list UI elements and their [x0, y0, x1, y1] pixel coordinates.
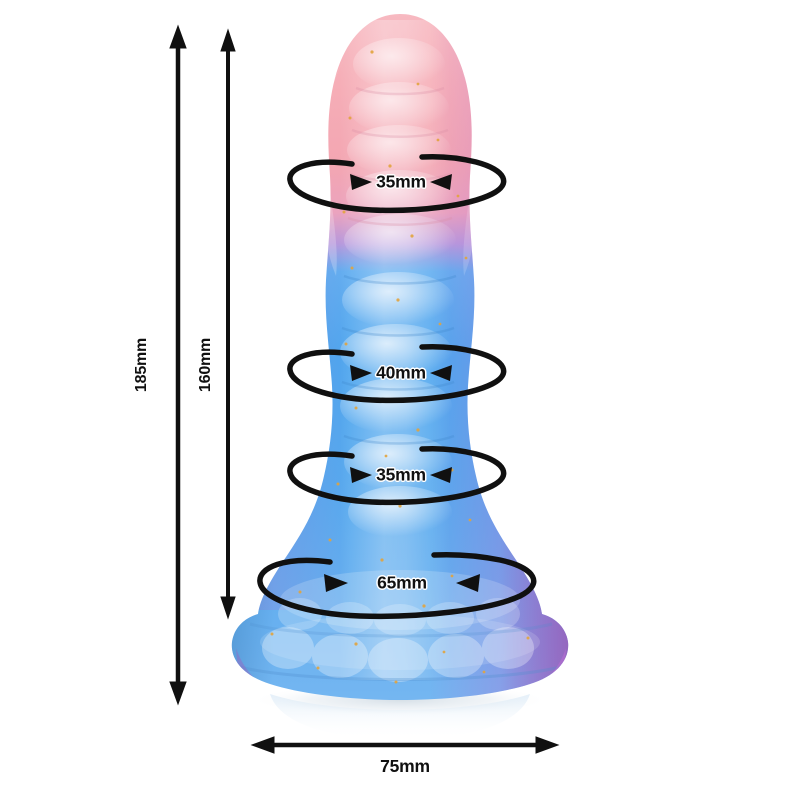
dimension-line-160mm [220, 28, 236, 620]
label-height-160mm: 160mm [197, 337, 214, 393]
base-reflection [270, 694, 530, 740]
circumference-ring-2 [287, 344, 507, 404]
dimension-line-185mm [169, 24, 187, 706]
label-ring-65mm-base-flare: 65mm [377, 572, 427, 593]
circumference-ring-4 [257, 552, 537, 620]
circumference-ring-1 [287, 154, 507, 214]
label-base-width-75mm: 75mm [380, 756, 430, 776]
label-height-185mm: 185mm [133, 337, 150, 393]
label-ring-40mm-upper-shaft: 40mm [376, 362, 426, 383]
circumference-ring-3 [287, 446, 507, 506]
dimension-line-75mm [250, 736, 560, 754]
label-ring-35mm-head: 35mm [376, 171, 426, 192]
label-ring-35mm-lower-shaft: 35mm [376, 464, 426, 485]
